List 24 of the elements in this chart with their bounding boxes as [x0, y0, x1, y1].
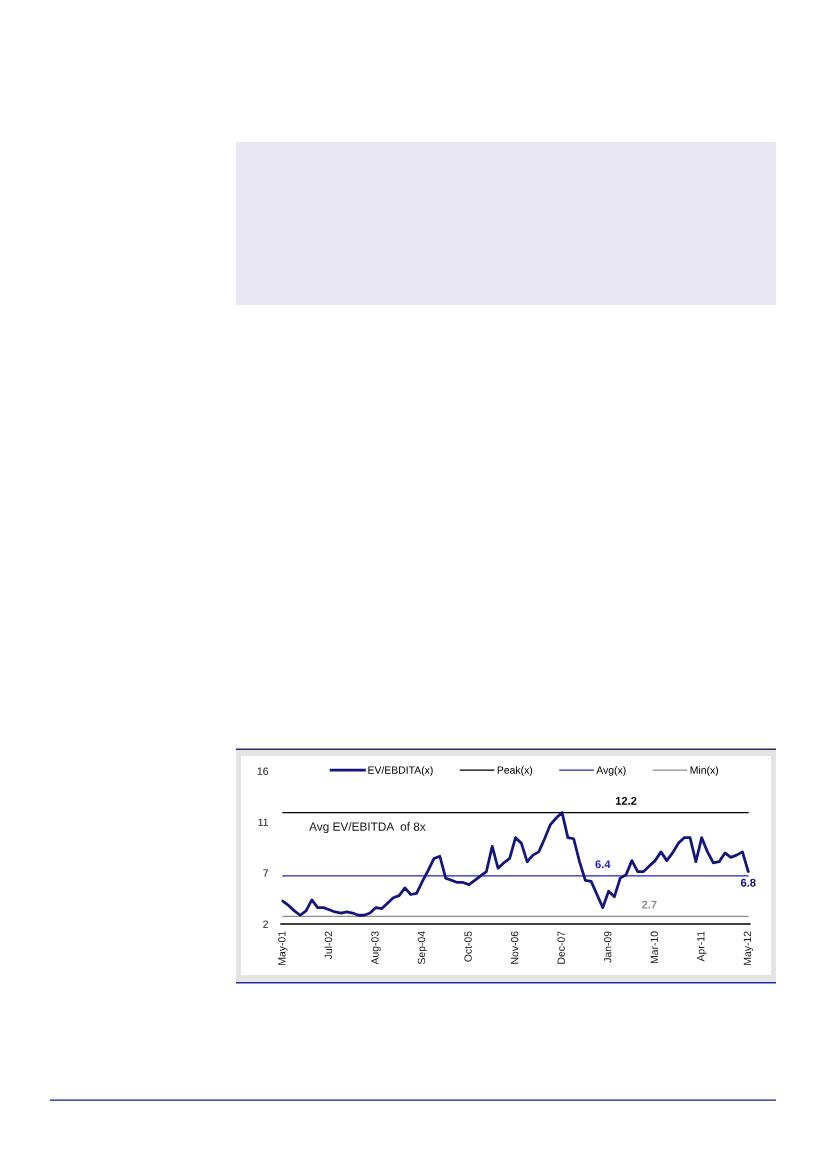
legend-label: Min(x) [690, 766, 719, 776]
legend-label: Peak(x) [497, 766, 533, 776]
y-tick-label: 16 [257, 767, 269, 775]
x-tick-label: Jan-09 [604, 931, 612, 963]
x-tick-label: Sep-04 [417, 931, 428, 965]
annotation: Avg EV/EBITDA of 8x [309, 822, 426, 834]
x-tick-label: Jul-02 [324, 931, 333, 960]
data-label: 6.8 [740, 878, 756, 887]
data-label: 2.7 [642, 900, 657, 909]
x-tick-label: Oct-05 [464, 931, 472, 962]
legend-label: Avg(x) [596, 766, 626, 776]
x-tick-label: Dec-07 [557, 931, 565, 964]
data-label: 12.2 [615, 796, 637, 805]
legend-label: EV/EBDITA(x) [368, 766, 433, 776]
x-tick-label: May-12 [743, 931, 754, 965]
x-tick-label: Mar-10 [650, 931, 658, 964]
x-tick-label: May-01 [278, 931, 288, 965]
y-tick-label: 7 [263, 869, 268, 877]
y-tick-label: 11 [258, 818, 268, 826]
x-tick-label: Aug-03 [371, 931, 381, 965]
data-label: 6.4 [595, 860, 611, 869]
y-tick-label: 2 [263, 920, 268, 928]
x-tick-label: Apr-11 [697, 931, 707, 962]
x-tick-label: Nov-06 [510, 931, 519, 964]
